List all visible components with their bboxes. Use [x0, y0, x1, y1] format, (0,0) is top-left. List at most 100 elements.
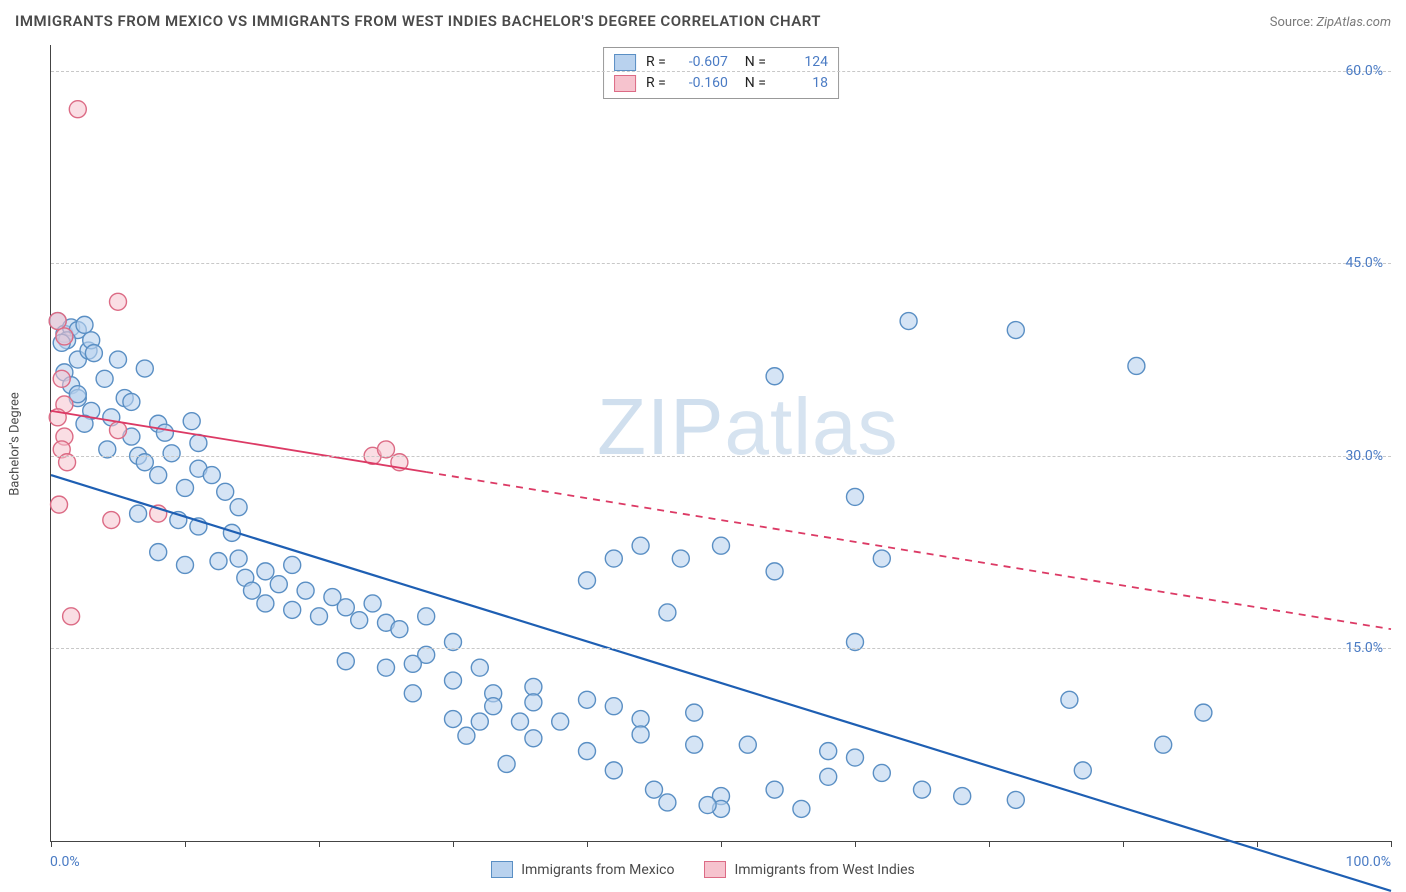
- data-point: [103, 512, 120, 529]
- x-tick: [51, 841, 52, 847]
- data-point: [579, 743, 596, 760]
- data-point: [605, 762, 622, 779]
- r-value: -0.160: [676, 73, 728, 94]
- data-point: [552, 713, 569, 730]
- plot-area: ZIPatlas R =-0.607 N =124R =-0.160 N =18…: [50, 45, 1391, 842]
- data-point: [498, 755, 515, 772]
- data-point: [53, 370, 70, 387]
- data-point: [150, 544, 167, 561]
- data-point: [183, 413, 200, 430]
- data-point: [404, 685, 421, 702]
- plot-svg: [51, 45, 1391, 841]
- data-point: [1155, 736, 1172, 753]
- data-point: [512, 713, 529, 730]
- data-point: [130, 505, 147, 522]
- data-point: [56, 328, 73, 345]
- data-point: [203, 467, 220, 484]
- data-point: [766, 781, 783, 798]
- data-point: [632, 537, 649, 554]
- data-point: [63, 608, 80, 625]
- data-point: [217, 483, 234, 500]
- data-point: [210, 553, 227, 570]
- chart-header: IMMIGRANTS FROM MEXICO VS IMMIGRANTS FRO…: [15, 12, 1391, 30]
- data-point: [914, 781, 931, 798]
- data-point: [458, 727, 475, 744]
- legend-item: Immigrants from West Indies: [704, 861, 914, 878]
- data-point: [177, 479, 194, 496]
- x-tick: [721, 841, 722, 847]
- data-point: [337, 599, 354, 616]
- data-point: [954, 788, 971, 805]
- data-point: [659, 604, 676, 621]
- r-label: R =: [646, 73, 666, 94]
- data-point: [163, 445, 180, 462]
- y-tick-label: 45.0%: [1345, 255, 1383, 271]
- data-point: [793, 800, 810, 817]
- x-tick: [1123, 841, 1124, 847]
- data-point: [686, 704, 703, 721]
- x-tick: [453, 841, 454, 847]
- data-point: [632, 726, 649, 743]
- data-point: [123, 393, 140, 410]
- data-point: [230, 499, 247, 516]
- legend-item: Immigrants from Mexico: [491, 861, 674, 878]
- data-point: [713, 537, 730, 554]
- data-point: [686, 736, 703, 753]
- data-point: [1195, 704, 1212, 721]
- data-point: [847, 488, 864, 505]
- n-value: 18: [776, 73, 828, 94]
- data-point: [51, 496, 68, 513]
- data-point: [471, 659, 488, 676]
- x-tick: [855, 841, 856, 847]
- correlation-row: R = -0.160 N = 18: [614, 73, 828, 94]
- y-tick-label: 60.0%: [1345, 63, 1383, 79]
- data-point: [418, 608, 435, 625]
- source-value: ZipAtlas.com: [1316, 15, 1391, 30]
- legend-swatch: [704, 861, 726, 878]
- x-tick: [989, 841, 990, 847]
- regression-line-extrapolated: [426, 472, 1391, 629]
- data-point: [672, 550, 689, 567]
- data-point: [1128, 357, 1145, 374]
- x-tick: [319, 841, 320, 847]
- data-point: [257, 595, 274, 612]
- y-tick-label: 30.0%: [1345, 448, 1383, 464]
- legend-label: Immigrants from West Indies: [734, 862, 914, 878]
- data-point: [49, 313, 66, 330]
- data-point: [646, 781, 663, 798]
- data-point: [364, 595, 381, 612]
- y-axis-title: Bachelor's Degree: [8, 392, 23, 496]
- x-tick: [1391, 841, 1392, 847]
- data-point: [739, 736, 756, 753]
- data-point: [110, 293, 127, 310]
- x-tick: [185, 841, 186, 847]
- data-point: [311, 608, 328, 625]
- legend-label: Immigrants from Mexico: [521, 862, 674, 878]
- data-point: [632, 711, 649, 728]
- n-label: N =: [738, 73, 766, 94]
- data-point: [1074, 762, 1091, 779]
- data-point: [605, 698, 622, 715]
- gridline: [51, 648, 1391, 649]
- source-label: Source:: [1270, 15, 1313, 30]
- data-point: [190, 435, 207, 452]
- data-point: [820, 768, 837, 785]
- data-point: [1007, 791, 1024, 808]
- chart-source: Source: ZipAtlas.com: [1270, 15, 1391, 30]
- data-point: [156, 424, 173, 441]
- data-point: [873, 764, 890, 781]
- data-point: [76, 316, 93, 333]
- data-point: [177, 556, 194, 573]
- x-tick: [587, 841, 588, 847]
- data-point: [766, 368, 783, 385]
- legend-swatch: [491, 861, 513, 878]
- data-point: [471, 713, 488, 730]
- data-point: [699, 797, 716, 814]
- data-point: [1061, 691, 1078, 708]
- data-point: [96, 370, 113, 387]
- data-point: [85, 345, 102, 362]
- data-point: [579, 572, 596, 589]
- legend-swatch: [614, 75, 636, 92]
- data-point: [136, 360, 153, 377]
- data-point: [337, 653, 354, 670]
